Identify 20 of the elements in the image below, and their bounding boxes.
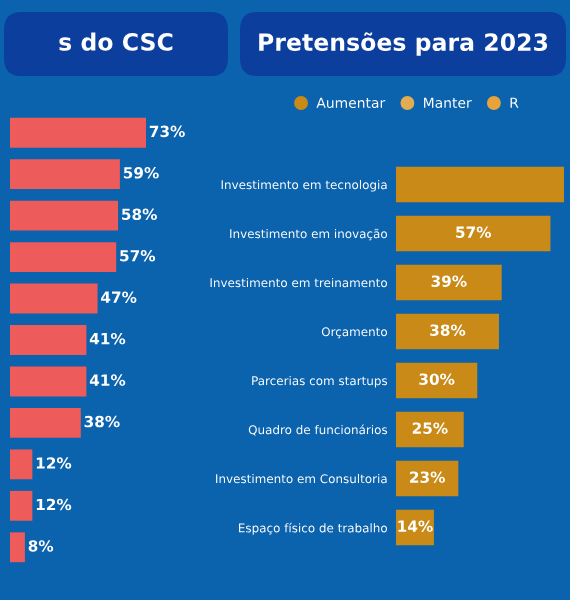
bar (396, 215, 551, 252)
bar (396, 460, 459, 497)
bar (10, 325, 87, 355)
bar (396, 166, 564, 203)
bar (396, 313, 499, 350)
bar (10, 200, 119, 231)
chart-title: Pretensões para 2023 (259, 32, 548, 56)
bar (10, 242, 117, 273)
bar (396, 411, 464, 448)
bar (10, 283, 98, 314)
bar (396, 362, 478, 399)
bar (10, 449, 33, 480)
chart-title: s do CSC (59, 32, 173, 51)
bar (10, 532, 25, 563)
bar (10, 490, 33, 521)
bar (10, 117, 146, 148)
bar (396, 264, 502, 301)
bar (10, 366, 87, 397)
bar (10, 159, 120, 190)
bar (10, 407, 81, 438)
